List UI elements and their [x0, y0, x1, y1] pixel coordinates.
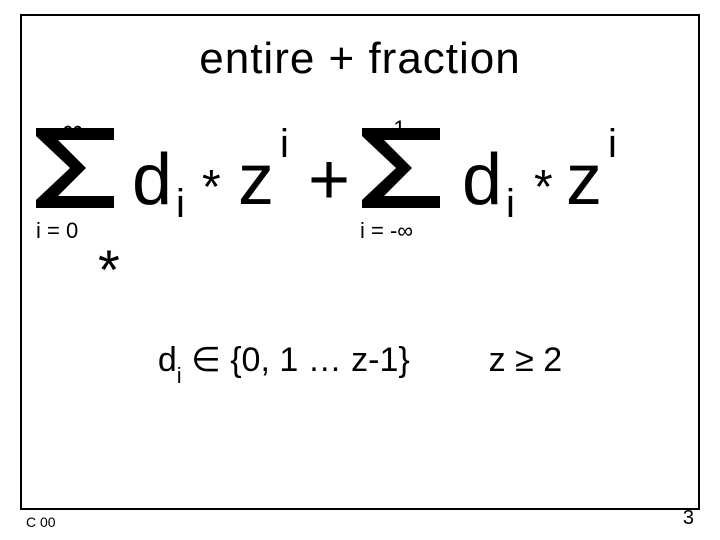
constraint2-ge: ≥: [515, 341, 534, 379]
term1-d: d: [132, 144, 172, 216]
term1-i-sup: i: [280, 124, 289, 164]
sum1-lower: i = 0: [36, 218, 78, 244]
term2-z: z: [566, 144, 602, 216]
constraint1-i: i: [177, 363, 182, 388]
plus: +: [308, 144, 350, 216]
constraint2-z: z: [489, 341, 506, 379]
sum1-block: ∞ i = 0: [30, 120, 120, 216]
constraint2-two: 2: [543, 341, 562, 379]
term2-i-sub: i: [506, 184, 515, 224]
slide: entire + fraction ∞ i = 0 d i * z i + -1…: [0, 0, 720, 540]
constraint1-set: {0, 1 … z-1}: [230, 341, 410, 379]
footer-left: C 00: [26, 514, 56, 530]
constraint1-in: ∈: [191, 341, 221, 379]
term1-star: *: [202, 164, 221, 212]
sum2-lower: i = -∞: [360, 218, 413, 244]
sum1-upper: ∞: [62, 114, 83, 148]
term1-i-sub: i: [176, 184, 185, 224]
term2-i-sup: i: [608, 124, 617, 164]
term2-d: d: [462, 144, 502, 216]
sum2-upper: -1: [386, 116, 406, 142]
term1-z: z: [238, 144, 274, 216]
extra-star: *: [98, 242, 120, 298]
sum2-block: -1 i = -∞: [356, 120, 446, 216]
slide-title: entire + fraction: [0, 34, 720, 84]
constraint1-d: d: [158, 341, 177, 379]
equation: ∞ i = 0 d i * z i + -1 i = -∞ d i * z i …: [30, 120, 690, 320]
constraints: di ∈ {0, 1 … z-1} z ≥ 2: [0, 340, 720, 385]
term2-star: *: [534, 164, 553, 212]
page-number: 3: [683, 507, 694, 530]
